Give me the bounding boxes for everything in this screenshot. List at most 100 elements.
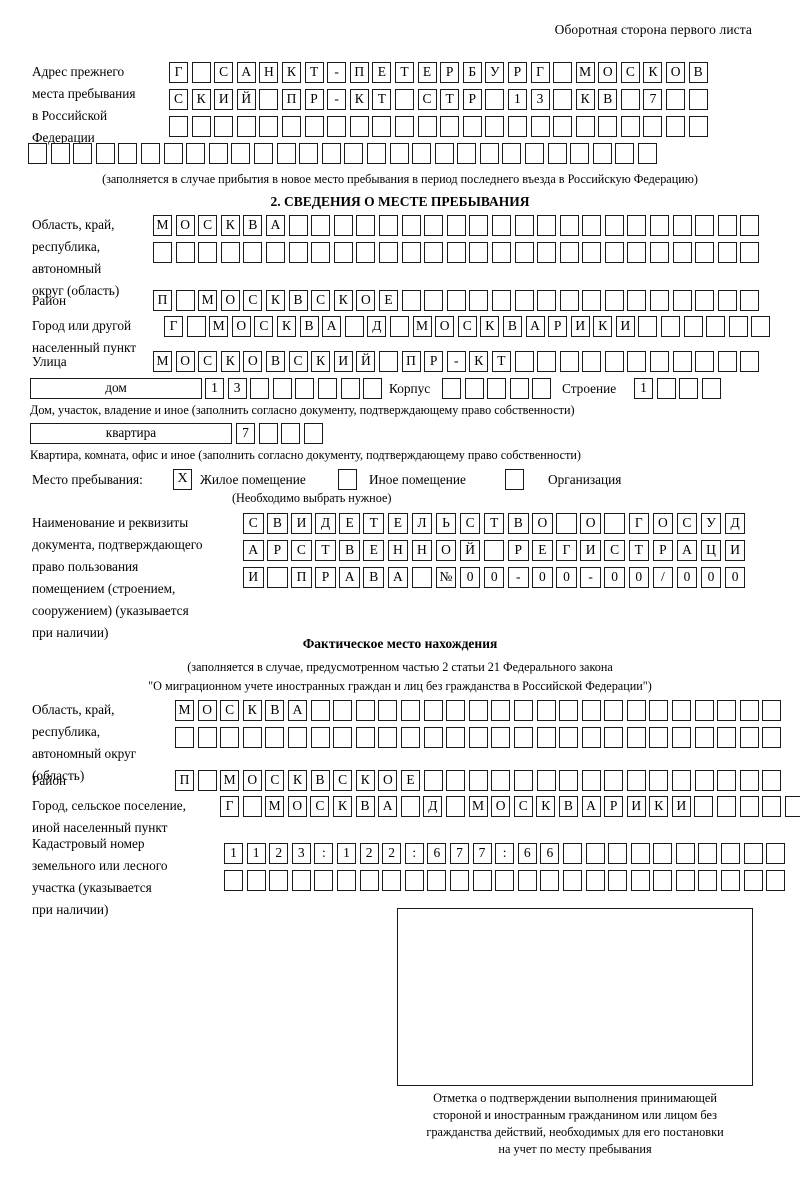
char-cell[interactable] — [740, 215, 760, 236]
char-cell[interactable]: - — [508, 567, 529, 588]
char-cell[interactable] — [446, 215, 466, 236]
char-cell[interactable] — [502, 143, 522, 164]
char-cell[interactable] — [630, 870, 650, 891]
char-cell[interactable] — [191, 116, 211, 137]
char-cell[interactable]: М — [153, 215, 172, 236]
char-cell[interactable]: Д — [315, 513, 336, 534]
char-cell[interactable]: Р — [424, 351, 444, 372]
char-cell[interactable] — [694, 796, 714, 817]
char-cell[interactable] — [327, 116, 347, 137]
char-cell[interactable] — [743, 870, 763, 891]
char-cell[interactable]: К — [332, 796, 352, 817]
char-cell[interactable]: С — [198, 215, 218, 236]
char-cell[interactable] — [608, 843, 628, 864]
char-cell[interactable] — [688, 89, 708, 110]
char-cell[interactable] — [208, 143, 228, 164]
char-cell[interactable]: М — [468, 796, 488, 817]
char-cell[interactable] — [355, 727, 375, 748]
char-cell[interactable]: С — [288, 351, 308, 372]
char-cell[interactable] — [514, 215, 534, 236]
char-cell[interactable]: М — [575, 62, 595, 83]
char-cell[interactable] — [608, 870, 628, 891]
char-cell[interactable] — [287, 727, 307, 748]
flat-number-row[interactable]: 7 — [236, 423, 323, 444]
char-cell[interactable]: А — [581, 796, 601, 817]
char-cell[interactable] — [537, 242, 557, 263]
char-cell[interactable]: Г — [169, 62, 188, 83]
char-cell[interactable]: В — [267, 513, 288, 534]
char-cell[interactable]: Р — [604, 796, 624, 817]
char-cell[interactable] — [739, 700, 759, 721]
char-cell[interactable] — [424, 242, 444, 263]
char-cell[interactable] — [118, 143, 138, 164]
char-cell[interactable] — [491, 770, 511, 791]
char-cell[interactable] — [585, 870, 605, 891]
char-cell[interactable] — [653, 843, 673, 864]
char-cell[interactable] — [650, 215, 670, 236]
char-cell[interactable] — [672, 290, 692, 311]
char-cell[interactable] — [304, 116, 324, 137]
char-cell[interactable] — [672, 351, 692, 372]
char-cell[interactable]: В — [288, 290, 308, 311]
char-cell[interactable] — [739, 727, 759, 748]
char-cell[interactable] — [394, 89, 414, 110]
char-cell[interactable]: 0 — [459, 567, 481, 588]
char-cell[interactable]: Д — [724, 513, 746, 534]
char-cell[interactable] — [468, 727, 488, 748]
char-cell[interactable]: Т — [372, 89, 392, 110]
char-cell[interactable]: С — [604, 540, 625, 561]
char-cell[interactable]: О — [666, 62, 686, 83]
char-cell[interactable] — [175, 242, 195, 263]
char-cell[interactable] — [378, 242, 398, 263]
char-cell[interactable] — [424, 290, 444, 311]
char-cell[interactable] — [728, 316, 748, 337]
char-cell[interactable]: С — [220, 700, 240, 721]
char-cell[interactable] — [446, 727, 466, 748]
char-cell[interactable]: : — [404, 843, 424, 864]
char-cell[interactable] — [267, 567, 288, 588]
char-cell[interactable]: 6 — [427, 843, 447, 864]
char-cell[interactable]: Е — [372, 62, 392, 83]
char-cell[interactable] — [485, 116, 505, 137]
char-cell[interactable] — [604, 513, 625, 534]
char-cell[interactable] — [740, 242, 760, 263]
char-cell[interactable] — [553, 116, 573, 137]
char-cell[interactable] — [163, 143, 183, 164]
char-cell[interactable] — [739, 770, 759, 791]
char-cell[interactable]: 1 — [246, 843, 266, 864]
stay-type-checkbox-organization[interactable] — [505, 469, 524, 490]
char-cell[interactable] — [513, 770, 533, 791]
char-cell[interactable] — [517, 870, 537, 891]
char-cell[interactable]: 0 — [724, 567, 746, 588]
char-cell[interactable]: О — [231, 316, 251, 337]
char-cell[interactable]: 2 — [359, 843, 379, 864]
char-cell[interactable]: К — [242, 700, 262, 721]
prev-address-row-4[interactable] — [28, 143, 658, 164]
char-cell[interactable] — [464, 378, 484, 399]
char-cell[interactable] — [272, 378, 292, 399]
char-cell[interactable]: 6 — [540, 843, 560, 864]
char-cell[interactable]: 0 — [700, 567, 722, 588]
char-cell[interactable] — [683, 316, 703, 337]
char-cell[interactable] — [281, 116, 301, 137]
prev-address-row-3[interactable] — [169, 116, 708, 137]
char-cell[interactable]: С — [265, 770, 285, 791]
char-cell[interactable]: В — [598, 89, 618, 110]
char-cell[interactable]: Е — [363, 540, 384, 561]
char-cell[interactable] — [784, 796, 800, 817]
char-cell[interactable] — [672, 700, 692, 721]
char-cell[interactable] — [532, 378, 552, 399]
char-cell[interactable]: 3 — [227, 378, 247, 399]
char-cell[interactable] — [400, 727, 420, 748]
char-cell[interactable] — [666, 89, 686, 110]
char-cell[interactable] — [442, 378, 461, 399]
char-cell[interactable]: С — [169, 89, 188, 110]
char-cell[interactable]: В — [355, 796, 375, 817]
char-cell[interactable]: П — [281, 89, 301, 110]
char-cell[interactable]: И — [626, 796, 646, 817]
char-cell[interactable]: С — [676, 513, 698, 534]
char-cell[interactable]: О — [580, 513, 601, 534]
char-cell[interactable]: Т — [483, 513, 505, 534]
char-cell[interactable] — [175, 290, 195, 311]
